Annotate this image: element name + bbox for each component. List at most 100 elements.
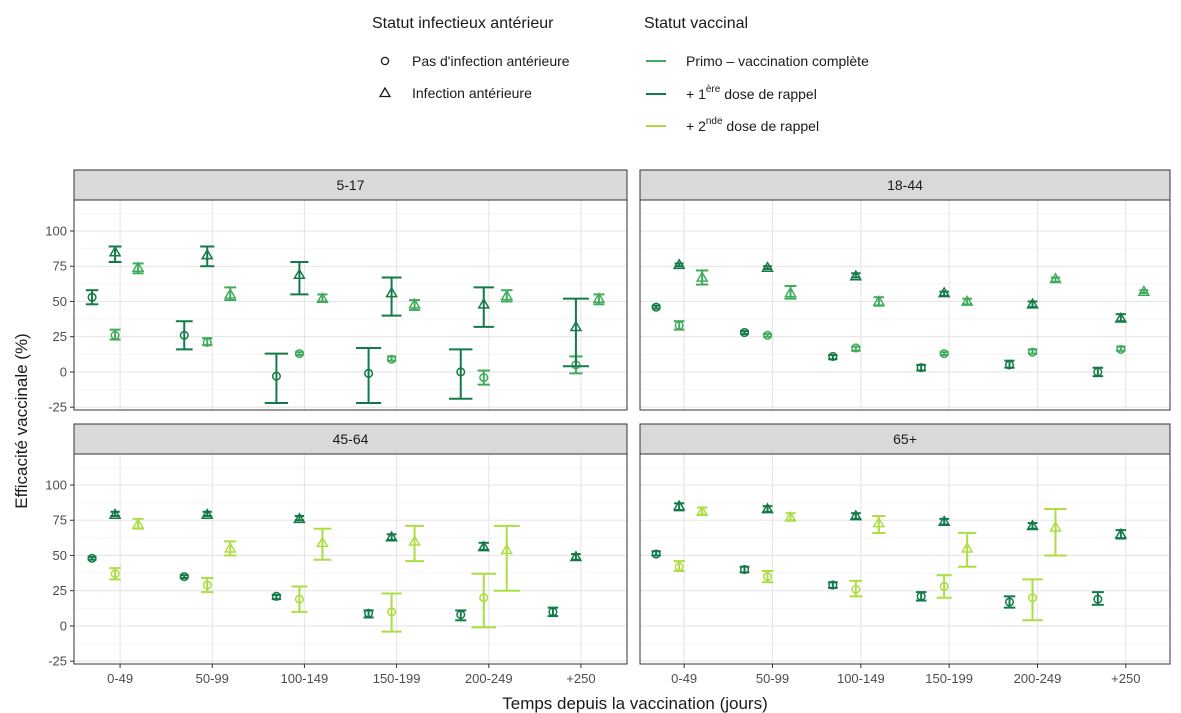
data-point (761, 502, 774, 514)
legend-item-no-infection: Pas d'infection antérieure (380, 53, 570, 69)
data-point (449, 348, 473, 400)
point-marker-circle (456, 367, 466, 377)
point-marker-circle (851, 343, 861, 353)
point-marker-triangle (385, 286, 398, 298)
data-point (761, 569, 774, 584)
point-marker-triangle (316, 536, 329, 548)
x-tick-label: 100-149 (837, 671, 885, 686)
point-marker-circle (202, 580, 212, 590)
facet-panels: 5-17 -25 0 25 50 75 100 18-44 45-64 -25 0 25 50 75 100… (45, 169, 1171, 686)
x-tick-label: 0-49 (107, 671, 133, 686)
point-marker-triangle (223, 541, 237, 553)
point-marker-triangle (385, 530, 398, 542)
y-axis-title: Efficacité vaccinale (%) (12, 333, 31, 508)
data-point (739, 327, 750, 338)
data-point (477, 369, 490, 386)
data-point (87, 553, 97, 563)
x-tick-label: 150-199 (925, 671, 973, 686)
data-point (673, 560, 685, 572)
data-point (200, 245, 215, 268)
point-marker-circle (828, 580, 838, 590)
point-marker-triangle (761, 261, 774, 273)
point-marker-circle (1093, 367, 1103, 377)
point-marker-circle (1027, 347, 1038, 357)
y-tick-label: 100 (45, 224, 67, 239)
facet-strip-label: 65+ (893, 431, 917, 447)
data-point (672, 258, 686, 270)
point-marker-circle (762, 572, 773, 582)
data-point (872, 294, 886, 307)
panel-border (639, 199, 1171, 411)
x-tick-label: 150-199 (373, 671, 421, 686)
point-marker-triangle (937, 286, 951, 298)
point-marker-triangle (477, 540, 491, 552)
data-point (851, 343, 861, 353)
data-point (547, 606, 559, 618)
point-marker-triangle (1137, 285, 1151, 296)
point-marker-circle (548, 607, 558, 617)
y-tick-label: -25 (48, 654, 67, 669)
legend-item-infection: Infection antérieure (378, 85, 532, 101)
y-tick-label: 75 (53, 513, 67, 528)
point-marker-circle (456, 610, 466, 620)
data-point (471, 572, 497, 629)
point-marker-triangle (316, 292, 329, 304)
data-point (271, 591, 282, 601)
data-point (131, 517, 145, 530)
point-marker-circle (387, 354, 397, 364)
point-marker-circle (110, 569, 120, 579)
data-point (175, 320, 193, 351)
legend-item-rappel-1: + 1ère dose de rappel (646, 84, 817, 102)
point-marker-circle (916, 591, 926, 601)
legend-item-rappel-2: + 2nde dose de rappel (646, 116, 819, 134)
point-marker-triangle (849, 269, 863, 281)
data-point (739, 565, 750, 575)
data-point (1114, 311, 1128, 323)
data-point (915, 591, 927, 602)
point-marker-triangle (477, 297, 491, 309)
data-point (673, 320, 685, 331)
data-point (1004, 359, 1015, 370)
facet-panel: 45-64 -25 0 25 50 75 100 0-49 50-99 100-149 150-19… (45, 423, 628, 686)
point-marker-triangle (849, 509, 863, 521)
data-point (957, 531, 977, 568)
y-tick-label: -25 (48, 400, 67, 415)
point-marker-triangle (761, 502, 774, 514)
point-marker-circle (916, 363, 926, 373)
data-point (291, 585, 308, 613)
data-point (294, 349, 304, 359)
point-marker-circle (479, 593, 489, 603)
point-marker-circle (479, 373, 489, 383)
point-marker-triangle (1114, 311, 1128, 323)
point-marker-triangle (592, 292, 606, 304)
point-marker-circle (651, 302, 661, 312)
x-tick-label: 50-99 (196, 671, 229, 686)
facet-strip (73, 169, 628, 201)
point-marker-triangle (695, 271, 709, 282)
x-tick-label: 50-99 (756, 671, 789, 686)
data-point (1137, 285, 1151, 296)
data-point (849, 509, 863, 521)
point-marker-circle (364, 368, 374, 378)
data-point (784, 510, 797, 522)
point-marker-circle (1004, 597, 1015, 607)
data-point (385, 530, 398, 542)
x-tick-label: +250 (566, 671, 595, 686)
point-marker-circle (364, 608, 374, 618)
point-marker-circle (202, 337, 212, 347)
y-tick-label: 25 (53, 583, 67, 598)
data-point (762, 330, 773, 340)
point-marker-triangle (672, 499, 686, 511)
point-marker-triangle (1114, 527, 1128, 539)
data-point (290, 261, 309, 296)
point-marker-circle (674, 320, 684, 330)
x-tick-label: 200-249 (1014, 671, 1062, 686)
point-marker-triangle (569, 320, 583, 332)
data-point (201, 577, 214, 594)
data-point (1026, 297, 1039, 309)
data-point (784, 284, 797, 300)
data-point (1027, 347, 1038, 357)
y-tick-label: 0 (60, 364, 67, 379)
data-point (1003, 595, 1016, 609)
